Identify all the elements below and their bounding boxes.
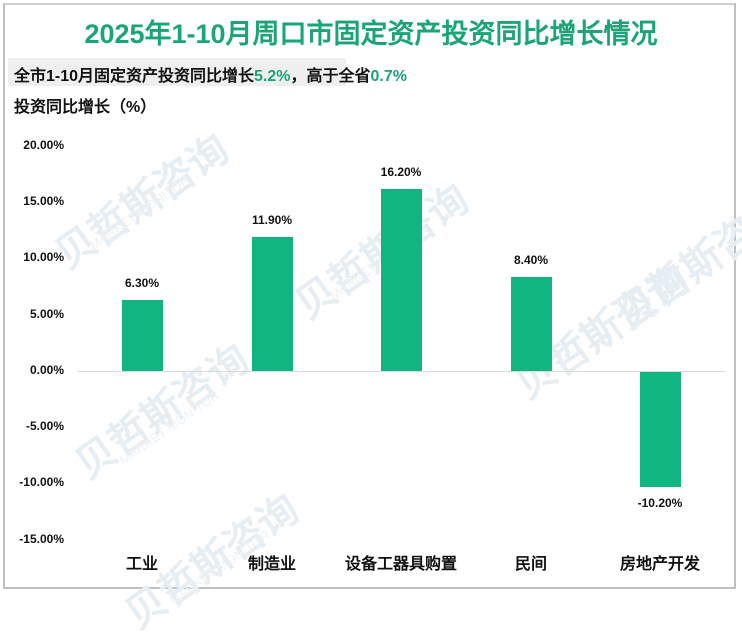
subtitle-highlight-box	[8, 58, 346, 86]
x-category: 民间	[514, 556, 547, 573]
x-category: 房地产开发	[619, 556, 700, 573]
chart-frame	[3, 3, 736, 589]
y-tick: -5.00%	[25, 419, 64, 433]
y-axis-label: 投资同比增长（%）	[14, 99, 157, 116]
zero-axis-line	[77, 371, 725, 372]
data-label: 6.30%	[124, 276, 160, 291]
y-tick: -15.00%	[19, 532, 64, 546]
x-category: 工业	[125, 556, 158, 573]
data-label: 11.90%	[251, 213, 293, 228]
bar	[380, 188, 422, 371]
chart-title: 2025年1-10月周口市固定资产投资同比增长情况	[84, 19, 658, 49]
bar	[639, 372, 681, 487]
y-tick: 0.00%	[29, 363, 64, 377]
bar	[510, 276, 552, 371]
x-category: 设备工器具购置	[344, 556, 457, 573]
data-label: -10.20%	[637, 495, 683, 510]
data-label: 16.20%	[380, 164, 422, 179]
y-tick: 10.00%	[23, 250, 64, 264]
frame-top-border	[3, 3, 736, 5]
subtitle-prefix: 全市1-10月固定资产投资同比增长	[14, 68, 255, 85]
y-tick: 20.00%	[23, 138, 64, 152]
bar	[251, 237, 293, 371]
bar	[121, 300, 163, 371]
subtitle-middle: ，高于全省	[290, 68, 371, 85]
data-label: 8.40%	[513, 252, 549, 267]
y-tick: 5.00%	[29, 307, 64, 321]
y-tick: 15.00%	[23, 194, 64, 208]
x-category: 制造业	[247, 556, 296, 573]
subtitle-value-diff: 0.7%	[370, 68, 407, 85]
y-tick: -10.00%	[19, 475, 64, 489]
chart-subtitle: 全市1-10月固定资产投资同比增长5.2%，高于全省0.7%	[14, 62, 407, 86]
subtitle-value-city: 5.2%	[254, 68, 291, 85]
